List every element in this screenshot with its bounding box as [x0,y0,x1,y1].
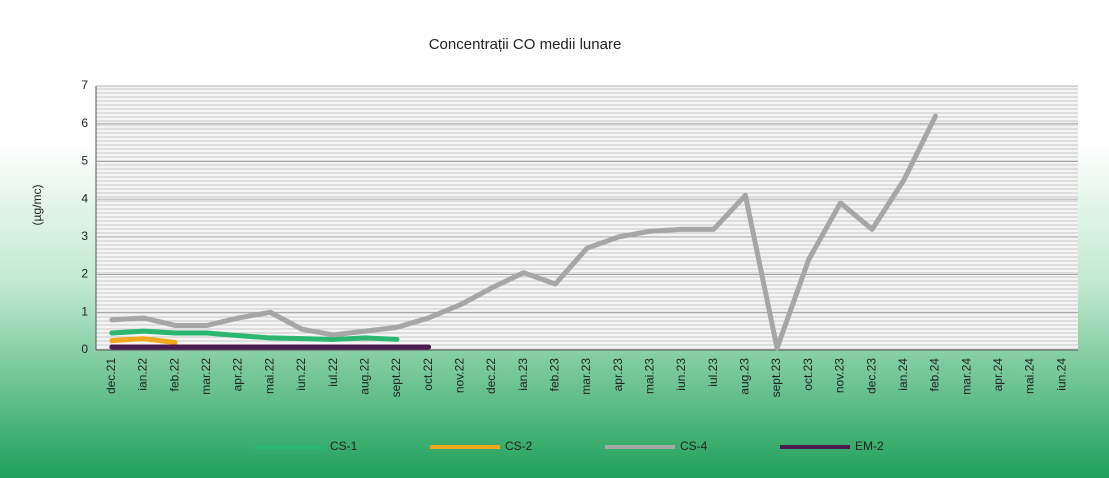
series-line [109,113,938,351]
legend-label: CS-1 [330,439,358,453]
x-tick-label: feb.24 [928,358,942,392]
y-tick-label: 3 [81,229,88,243]
x-tick-label: iul.22 [326,358,340,387]
x-tick-label: feb.23 [547,358,561,392]
x-tick-label: mai.22 [262,358,276,394]
y-tick-label: 7 [81,78,88,92]
y-tick-label: 1 [81,304,88,318]
x-tick-label: ian.22 [136,358,150,391]
legend-label: EM-2 [855,439,884,453]
y-tick-label: 0 [81,342,88,356]
x-tick-label: dec.22 [484,358,498,394]
x-tick-label: nov.23 [833,358,847,393]
legend-label: CS-2 [505,439,533,453]
x-tick-label: iun.24 [1054,358,1068,391]
y-tick-label: 2 [81,267,88,281]
x-tick-label: dec.23 [864,358,878,394]
x-tick-label: feb.22 [167,358,181,392]
x-tick-label: oct.22 [421,358,435,391]
x-tick-label: mai.23 [643,358,657,394]
x-tick-label: iul.23 [706,358,720,387]
x-tick-label: mar.24 [959,358,973,395]
x-tick-label: dec.21 [104,358,118,394]
x-tick-label: mai.24 [1023,358,1037,394]
x-tick-label: nov.22 [452,358,466,393]
x-tick-label: apr.23 [611,358,625,392]
x-tick-label: iun.23 [674,358,688,391]
y-axis-label: (µg/mc) [30,185,44,226]
x-tick-label: apr.22 [231,358,245,392]
x-tick-label: sept.23 [769,358,783,398]
x-tick-label: aug.22 [357,358,371,395]
chart-title: Concentrații CO medii lunare [429,36,622,53]
x-tick-label: sept.22 [389,358,403,398]
legend-label: CS-4 [680,439,708,453]
x-tick-label: ian.24 [896,358,910,391]
x-tick-label: mar.23 [579,358,593,395]
x-tick-label: oct.23 [801,358,815,391]
x-tick-label: mar.22 [199,358,213,395]
x-tick-label: aug.23 [738,358,752,395]
x-tick-label: apr.24 [991,358,1005,392]
x-tick-label: ian.23 [516,358,530,391]
y-tick-label: 6 [81,116,88,130]
y-tick-label: 4 [81,191,88,205]
series-line [109,328,400,342]
x-tick-label: iun.22 [294,358,308,391]
plot-area [96,86,1078,350]
series-line [109,336,178,345]
y-tick-label: 5 [81,154,88,168]
